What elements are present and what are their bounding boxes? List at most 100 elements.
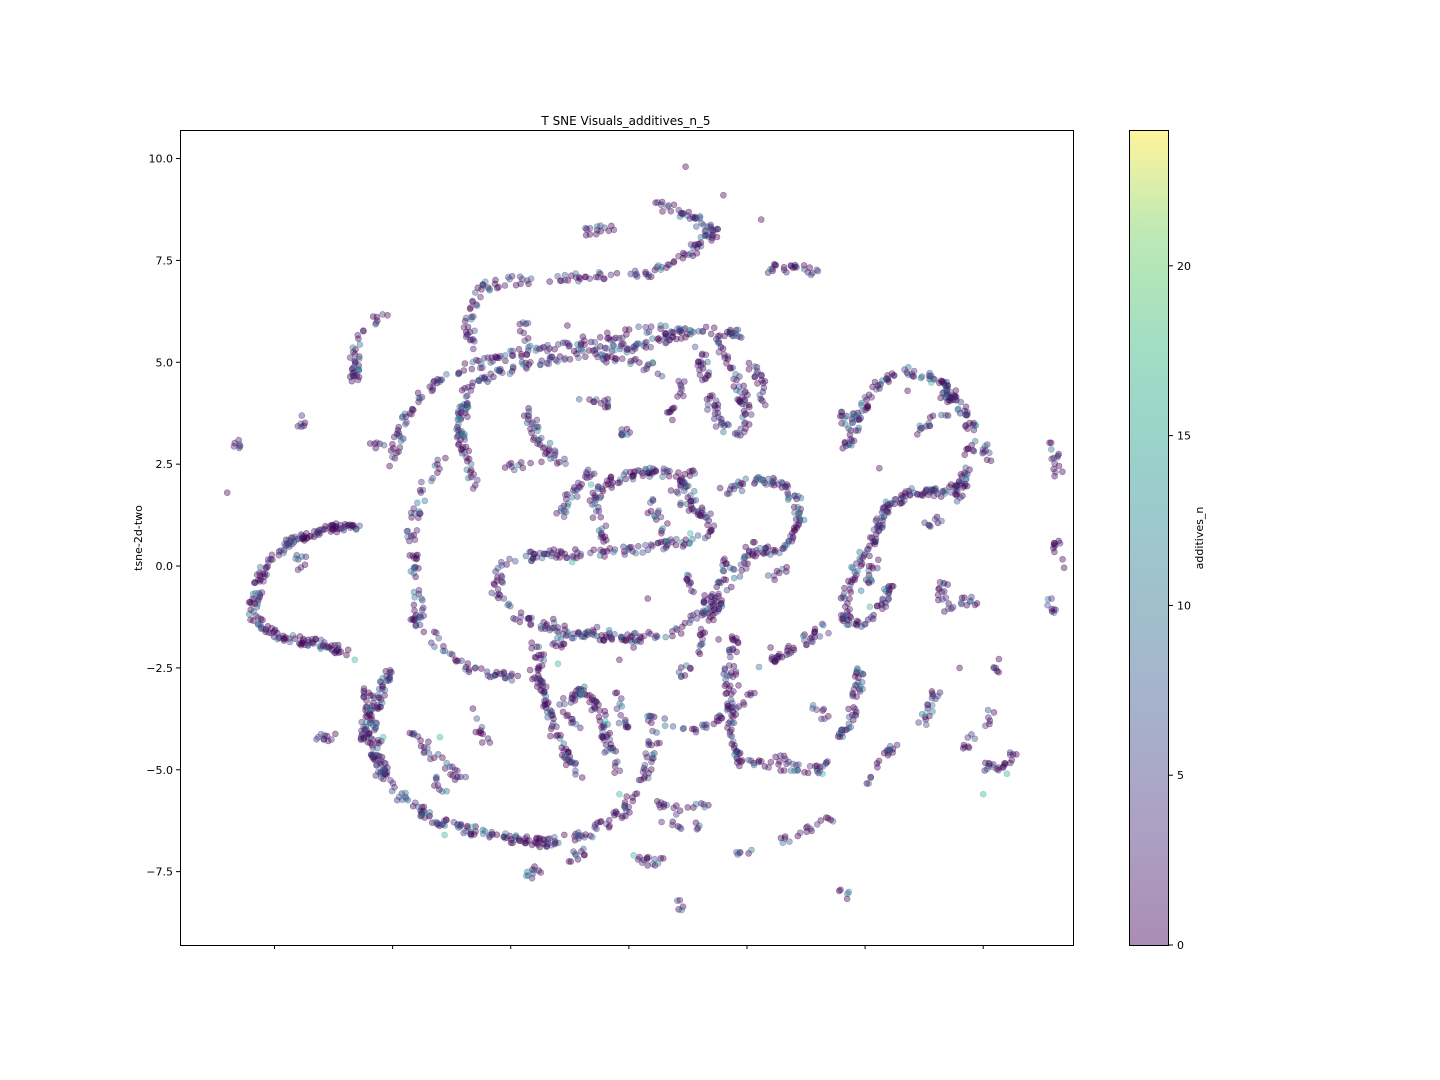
scatter-point	[687, 250, 695, 257]
scatter-point	[492, 354, 500, 361]
scatter-point	[640, 342, 648, 350]
scatter-point	[841, 613, 848, 621]
scatter-point	[354, 376, 362, 384]
scatter-point	[695, 240, 703, 248]
scatter-point	[411, 607, 418, 615]
scatter-point	[966, 419, 973, 427]
scatter-point	[759, 388, 767, 396]
scatter-point	[733, 429, 741, 437]
scatter-point	[462, 333, 470, 341]
scatter-point	[416, 395, 424, 402]
scatter-point	[678, 386, 685, 394]
scatter-point	[598, 351, 606, 358]
scatter-point	[497, 352, 504, 360]
scatter-point	[305, 639, 312, 646]
scatter-point	[561, 356, 568, 363]
scatter-point	[854, 427, 862, 434]
scatter-point	[784, 647, 791, 655]
scatter-point	[603, 329, 611, 337]
scatter-point	[606, 336, 614, 344]
scatter-point	[543, 359, 551, 367]
scatter-point	[924, 701, 931, 708]
scatter-point	[684, 804, 692, 811]
scatter-point	[401, 410, 409, 418]
scatter-point	[705, 233, 712, 241]
scatter-point	[454, 657, 462, 665]
scatter-point	[597, 546, 604, 554]
scatter-point	[351, 358, 359, 366]
scatter-point	[686, 215, 694, 222]
scatter-point	[390, 433, 398, 441]
scatter-point	[679, 249, 687, 257]
scatter-point	[961, 411, 969, 419]
scatter-point	[704, 232, 711, 239]
scatter-point	[464, 399, 471, 407]
scatter-point	[889, 582, 897, 590]
scatter-point	[596, 343, 604, 350]
scatter-point	[848, 578, 855, 586]
scatter-point	[707, 226, 715, 233]
scatter-point	[469, 313, 477, 320]
scatter-point	[692, 819, 700, 827]
scatter-point	[668, 328, 676, 336]
scatter-point	[572, 270, 580, 277]
scatter-point	[575, 354, 582, 362]
scatter-point	[581, 341, 588, 349]
scatter-point	[473, 302, 481, 310]
scatter-point	[696, 371, 704, 379]
scatter-point	[627, 357, 635, 365]
scatter-point	[607, 271, 615, 279]
scatter-point	[369, 744, 377, 751]
scatter-point	[680, 209, 687, 217]
scatter-point	[369, 313, 377, 320]
scatter-point	[712, 226, 720, 233]
scatter-point	[639, 768, 647, 776]
scatter-point	[408, 410, 415, 418]
scatter-point	[518, 350, 525, 358]
scatter-point	[643, 365, 650, 373]
scatter-point	[518, 275, 526, 283]
scatter-point	[413, 499, 421, 507]
scatter-point	[454, 423, 461, 431]
scatter-point	[310, 533, 318, 541]
scatter-point	[857, 414, 865, 422]
scatter-point	[711, 402, 719, 409]
scatter-point	[579, 347, 586, 355]
scatter-point	[500, 669, 508, 677]
scatter-point	[494, 354, 502, 362]
scatter-point	[698, 350, 706, 358]
scatter-point	[520, 412, 528, 420]
scatter-point	[821, 715, 828, 723]
scatter-point	[714, 401, 722, 409]
scatter-point	[791, 767, 798, 775]
scatter-point	[603, 547, 611, 555]
scatter-point	[731, 430, 739, 437]
scatter-point	[430, 378, 437, 386]
scatter-point	[853, 666, 861, 674]
scatter-point	[792, 262, 799, 270]
scatter-point	[616, 700, 623, 708]
scatter-point	[676, 326, 683, 334]
scatter-point	[537, 677, 544, 684]
scatter-point	[572, 771, 579, 778]
scatter-point	[723, 689, 731, 697]
scatter-point	[575, 273, 583, 281]
scatter-point	[728, 740, 736, 748]
scatter-point	[1048, 446, 1055, 453]
scatter-point	[589, 489, 597, 497]
scatter-point	[612, 334, 620, 342]
scatter-point	[736, 388, 744, 396]
scatter-point	[659, 855, 667, 862]
scatter-point	[645, 328, 653, 336]
scatter-point	[755, 663, 763, 671]
scatter-point	[708, 237, 715, 244]
scatter-point	[736, 397, 744, 405]
scatter-point	[677, 476, 685, 483]
scatter-point	[245, 598, 253, 606]
scatter-point	[604, 395, 612, 403]
scatter-point	[468, 315, 475, 323]
scatter-point	[995, 766, 1002, 774]
scatter-point	[714, 332, 722, 340]
scatter-point	[880, 585, 888, 593]
scatter-point	[500, 668, 508, 676]
